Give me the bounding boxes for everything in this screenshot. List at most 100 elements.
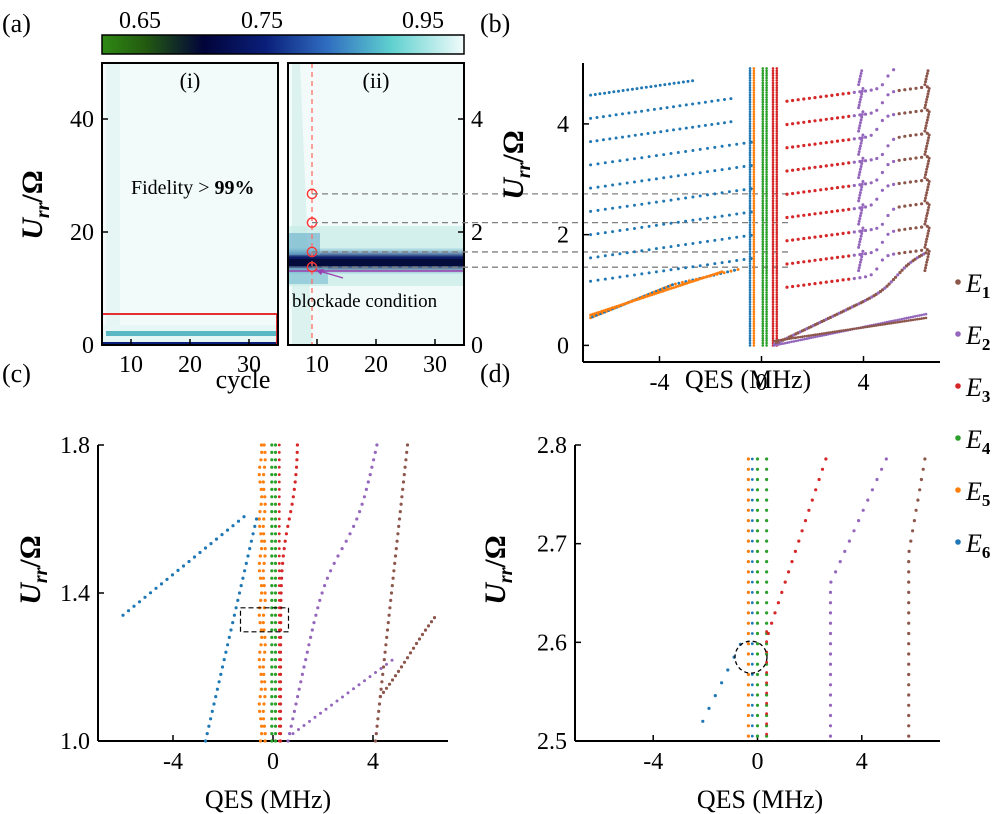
b-point (924, 251, 928, 255)
b-point (923, 199, 927, 203)
b-point (775, 194, 779, 198)
c-point (270, 687, 274, 691)
b-point (775, 81, 779, 85)
b-point (791, 215, 795, 219)
b-point (748, 269, 752, 273)
b-point (857, 266, 861, 270)
c-point (257, 473, 261, 477)
b-point (604, 308, 608, 312)
hm-ii-xtick-label-10: 10 (305, 352, 329, 378)
b-point (752, 308, 756, 311)
b-point (678, 127, 682, 131)
b-point (748, 283, 752, 287)
d-point (755, 642, 760, 646)
c-point (277, 480, 281, 484)
b-point (617, 304, 621, 307)
b-point (923, 176, 927, 180)
b-point (835, 93, 840, 97)
b-point (748, 312, 752, 316)
b-point (748, 223, 752, 227)
d-point (750, 611, 754, 615)
b-point (790, 340, 793, 344)
b-point (796, 237, 800, 241)
c-point (198, 550, 202, 555)
b-point (718, 271, 722, 274)
c-point (279, 584, 283, 588)
c-point (277, 569, 281, 573)
b-point (814, 335, 817, 339)
c-point (400, 495, 404, 499)
b-point (654, 270, 658, 274)
ylabel-b-main: U (497, 177, 530, 200)
b-point (923, 152, 927, 156)
c-point (270, 502, 274, 506)
b-point (775, 240, 779, 244)
c-point (313, 715, 317, 719)
legend-label-E5: E5 (965, 477, 990, 510)
b-point (858, 240, 862, 244)
b-point (925, 118, 929, 122)
b-point (897, 88, 901, 93)
b-point (858, 252, 862, 257)
b-point (765, 194, 768, 198)
b-point (765, 238, 768, 241)
b-point (892, 68, 896, 72)
d-point (907, 724, 911, 728)
b-point (830, 140, 834, 144)
b-point (926, 232, 930, 235)
c-point (389, 598, 393, 603)
b-point (858, 193, 862, 197)
d-point (765, 570, 769, 574)
c-point (214, 537, 219, 541)
b-point (859, 211, 863, 215)
b-point (925, 74, 929, 78)
b-point (775, 295, 779, 299)
b-point (761, 214, 765, 217)
b-point (925, 258, 929, 262)
heatmap-ii-xticks: 10 20 30 (305, 339, 447, 378)
b-point (761, 112, 765, 116)
b-point (752, 344, 756, 347)
b-point (771, 235, 775, 239)
b-point (842, 329, 845, 332)
c-point (279, 591, 283, 595)
b-point (813, 258, 817, 262)
b-point (752, 295, 756, 299)
b-point (706, 239, 709, 243)
c-point (346, 691, 350, 695)
b-point (841, 138, 845, 142)
b-point (859, 188, 863, 192)
b-point (765, 303, 768, 306)
b-point (771, 180, 775, 183)
b-point (791, 238, 795, 242)
c-point (259, 458, 263, 462)
c-point (273, 569, 278, 573)
d-point (750, 529, 754, 533)
b-point (761, 182, 765, 186)
scatter-panel-c: 1.01.41.8-4 0 4 (60, 433, 448, 775)
b-point (794, 336, 798, 340)
b-point (625, 228, 629, 231)
b-point (761, 69, 765, 73)
c-point (396, 669, 401, 674)
b-point (869, 88, 873, 92)
b-point (761, 279, 765, 282)
c-point (273, 665, 278, 669)
fidelity-text: Fidelity > (131, 177, 215, 199)
b-point (672, 128, 675, 132)
b-point (761, 173, 765, 176)
b-point (771, 132, 775, 135)
c-point (259, 643, 263, 647)
b-point (898, 318, 902, 321)
b-point (684, 103, 688, 107)
c-point (277, 525, 281, 528)
b-point (887, 322, 891, 325)
b-point (621, 135, 624, 139)
b-point (761, 151, 765, 154)
b-point (860, 185, 864, 189)
b-point (785, 262, 789, 266)
b-point (775, 168, 779, 171)
b-point (858, 206, 862, 210)
b-point (859, 165, 863, 168)
fidelity-annotation: Fidelity > 99% (131, 177, 255, 199)
